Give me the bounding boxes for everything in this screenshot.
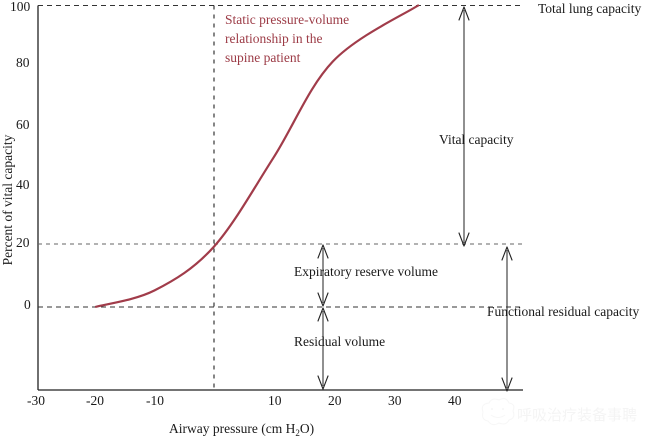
svg-text:呼吸治疗装备事聘: 呼吸治疗装备事聘 xyxy=(517,407,637,424)
